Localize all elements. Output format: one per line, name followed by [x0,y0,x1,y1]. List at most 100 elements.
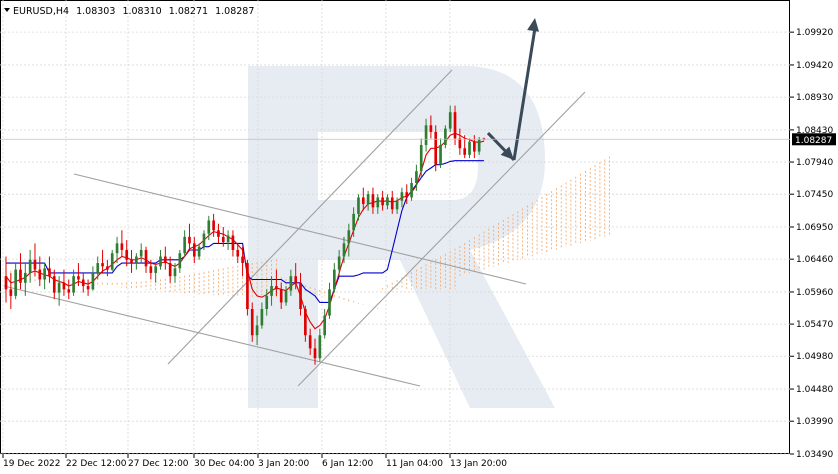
candle [4,256,8,303]
candle [371,187,375,214]
candle-body [130,259,133,264]
candle [207,215,211,241]
candle-body [212,220,215,231]
candle-body [332,269,336,290]
y-tick-label: 1.05470 [796,320,833,330]
candle-body [52,276,56,293]
x-tick-label: 22 Dec 12:00 [66,459,127,469]
candle-body [144,249,148,267]
candle [135,253,138,270]
candle-body [468,141,471,155]
candle [289,269,293,296]
candle [9,272,13,310]
forecast-arrow-up [512,27,537,161]
candle-body [477,139,481,152]
candle [279,282,283,310]
candle-body [410,183,413,198]
candle [86,279,90,296]
candle [439,138,442,168]
y-tick-label: 1.09420 [796,61,833,71]
candle-body [192,243,196,257]
candle [23,263,27,296]
candle-body [241,256,244,264]
candle [419,138,423,178]
candle [188,223,191,250]
candle [173,263,177,283]
channel-line [297,91,586,387]
channel-line [3,285,421,387]
candle-body [260,309,264,326]
candle [318,328,322,362]
candle [231,230,235,257]
candle-body [270,286,273,296]
header-open: 1.08303 [76,6,115,17]
candle-body [28,259,32,273]
candle-body [9,289,13,296]
candle [217,223,220,244]
candle-body [173,268,177,277]
candle [48,256,51,283]
candle [255,315,259,346]
y-tick-label: 1.08430 [796,126,833,136]
candle [347,223,351,257]
candle-body [43,268,46,280]
candle [120,230,124,257]
candle-body [164,256,167,264]
candle [77,263,80,287]
candle-body [96,263,100,273]
candle [458,128,462,155]
candle [410,177,413,201]
arrowhead-icon [527,18,540,32]
candle [352,207,355,237]
x-tick-label: 27 Dec 12:00 [128,459,189,469]
channel-line [73,173,527,285]
candle [14,263,17,300]
candle [342,236,346,264]
candle-body [453,112,457,139]
candle [154,263,158,283]
candle [226,230,230,250]
candle [448,105,452,132]
x-axis: 19 Dec 2022 22 Dec 12:00 27 Dec 12:00 30 De… [2,454,507,469]
candle [178,249,182,273]
candle [125,240,129,267]
candle-body [448,112,452,129]
candle-body [275,286,278,290]
y-axis: 1.09920 1.09420 1.08930 1.08430 1.07940 1.074… [0,28,836,460]
candle-body [328,289,331,316]
candle-body [236,249,240,257]
candle-body [72,276,75,293]
candle-body [23,272,27,283]
candle [308,328,312,355]
candle [139,243,143,264]
candle-body [135,256,138,264]
candle [405,184,409,205]
candle [275,269,278,296]
candle-body [226,235,230,243]
candle [390,190,394,214]
candle [424,118,428,152]
candle-body [81,279,85,287]
candle-body [178,253,182,269]
y-tick-label: 1.08930 [796,93,833,103]
candle-body [444,128,447,145]
candle-body [255,325,259,336]
candle-body [299,282,302,310]
x-tick-label: 3 Jan 20:00 [258,459,310,469]
candle-body [463,148,467,155]
candle-body [342,243,346,257]
candle-body [38,269,42,280]
candle-body [352,213,355,231]
candle [101,249,104,273]
candle [72,269,75,296]
candle [241,246,244,277]
candle [57,276,61,306]
dropdown-triangle-icon[interactable] [4,8,10,12]
candle [395,197,399,214]
candle [106,259,109,277]
candle-body [115,243,119,254]
candle-body [4,276,8,290]
candle-body [110,253,114,270]
candle [444,125,447,149]
